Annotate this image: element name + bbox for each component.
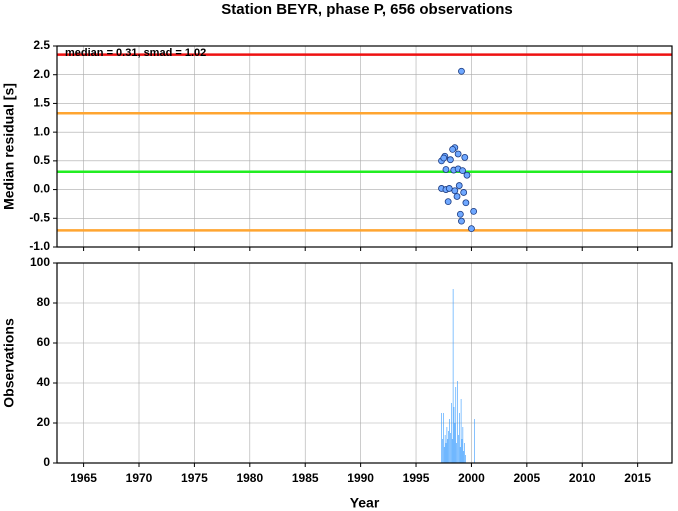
point	[456, 210, 464, 218]
point	[458, 217, 465, 225]
x-axis-label: Year	[350, 495, 380, 511]
point	[462, 199, 470, 207]
y-tick-label: 0	[43, 455, 50, 469]
bar	[444, 435, 446, 463]
x-tick-label: 2010	[569, 471, 596, 485]
y-tick-label: 2.0	[33, 67, 50, 81]
bar	[464, 443, 465, 463]
y-tick-label: 1.5	[33, 96, 50, 110]
bar	[460, 399, 462, 463]
x-tick-label: 2000	[458, 471, 485, 485]
x-tick-label: 1990	[347, 471, 374, 485]
y-tick-label: 0.0	[33, 182, 50, 196]
bar	[459, 447, 461, 463]
bar	[453, 407, 455, 463]
y-tick-label: 40	[37, 375, 51, 389]
bar	[465, 455, 466, 463]
point	[470, 207, 478, 215]
x-tick-label: 1985	[292, 471, 319, 485]
point	[460, 189, 468, 196]
bar	[443, 413, 444, 463]
point	[440, 154, 448, 162]
x-tick-label: 2015	[624, 471, 651, 485]
x-tick-label: 1995	[403, 471, 430, 485]
y-tick-label: 60	[37, 335, 51, 349]
x-tick-label: 2005	[513, 471, 540, 485]
y-tick-label: -1.0	[29, 239, 50, 253]
bar	[441, 413, 442, 463]
point	[463, 171, 471, 179]
y-tick-label: 1.0	[33, 124, 50, 138]
plot-frame	[56, 45, 673, 248]
point	[449, 145, 456, 153]
bar	[455, 387, 457, 463]
bar	[443, 447, 445, 463]
bar	[442, 439, 443, 463]
bar	[474, 419, 475, 463]
chart-title: Station BEYR, phase P, 656 observations	[221, 1, 513, 18]
bar	[445, 443, 447, 463]
point	[442, 166, 450, 173]
bar	[457, 381, 458, 463]
bar	[448, 431, 449, 463]
bar	[451, 439, 453, 463]
bar	[454, 423, 456, 463]
point	[451, 187, 459, 195]
annotation: median = 0.31, smad = 1.02	[65, 47, 206, 59]
y-tick-label: 80	[37, 295, 51, 309]
y-tick-label: 2.5	[33, 38, 50, 52]
bar	[449, 419, 450, 463]
y-tick-label: -0.5	[29, 210, 50, 224]
bar	[462, 427, 464, 463]
point	[453, 193, 461, 200]
bar	[456, 443, 457, 463]
x-tick-label: 1975	[181, 471, 208, 485]
bar	[450, 433, 451, 463]
point	[454, 150, 462, 158]
y-axis-label: Observations	[1, 318, 17, 408]
x-tick-label: 1965	[70, 471, 97, 485]
point	[458, 67, 465, 75]
point	[459, 167, 466, 175]
point	[445, 185, 453, 192]
bar	[461, 439, 463, 463]
bar	[452, 289, 454, 463]
bar	[459, 413, 460, 463]
y-tick-label: 100	[30, 255, 50, 269]
y-tick-label: 0.5	[33, 153, 50, 167]
point	[455, 182, 463, 189]
y-axis-label: Median residual [s]	[1, 83, 17, 210]
point	[461, 154, 469, 161]
point	[444, 198, 452, 206]
bar	[447, 439, 449, 463]
x-tick-label: 1980	[236, 471, 263, 485]
point	[446, 156, 454, 164]
bar	[458, 435, 459, 463]
bar	[451, 403, 452, 463]
bar	[463, 451, 465, 463]
plot-frame	[56, 262, 673, 464]
x-tick-label: 1970	[126, 471, 153, 485]
y-tick-label: 20	[37, 415, 51, 429]
bar	[446, 427, 448, 463]
point	[468, 225, 475, 233]
